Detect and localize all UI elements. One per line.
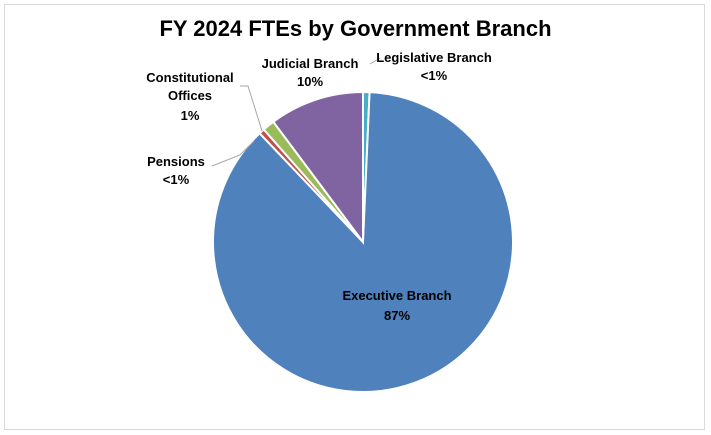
chart-title: FY 2024 FTEs by Government Branch (159, 16, 552, 41)
leader-line-pensions (211, 140, 255, 167)
data-label-name-judicial-branch: Judicial Branch (262, 56, 359, 71)
data-label-name-constitutional-offices: Offices (168, 88, 212, 103)
data-label-value-constitutional-offices: 1% (181, 108, 200, 123)
data-label-name-executive-branch: Executive Branch (342, 288, 451, 303)
data-label-value-executive-branch: 87% (384, 308, 410, 323)
pie-slice-judicial-branch (271, 90, 364, 246)
leader-line-constitutional-offices (240, 85, 263, 132)
leader-line-legislative-branch (369, 57, 381, 65)
data-label-value-pensions: <1% (163, 172, 190, 187)
data-label-name-constitutional-offices: Constitutional (146, 70, 233, 85)
data-label-value-judicial-branch: 10% (297, 74, 323, 89)
data-label-value-legislative-branch: <1% (421, 68, 448, 83)
data-label-name-legislative-branch: Legislative Branch (376, 50, 492, 65)
data-label-name-pensions: Pensions (147, 154, 205, 169)
